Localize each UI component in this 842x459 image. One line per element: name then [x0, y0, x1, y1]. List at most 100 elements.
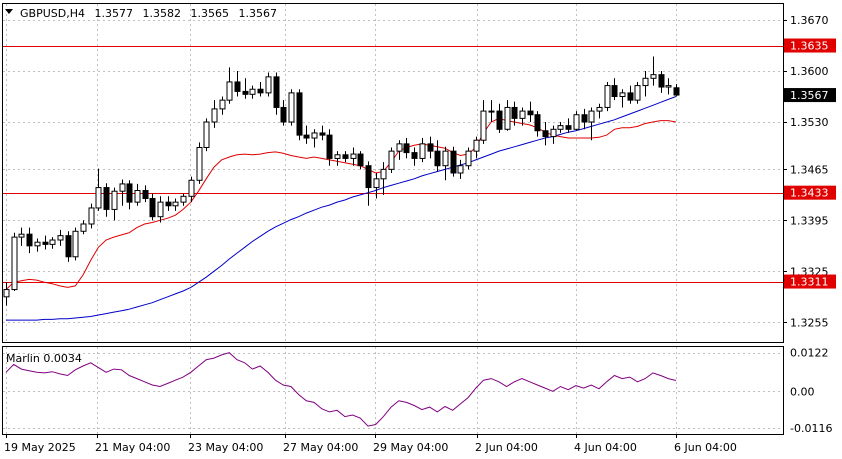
candle — [57, 229, 64, 246]
candle-body — [311, 132, 318, 139]
candle — [504, 100, 511, 131]
candle — [581, 108, 588, 130]
candle — [249, 85, 256, 99]
price-tick-label: 1.3395 — [790, 214, 829, 227]
candle — [588, 107, 595, 141]
candle — [188, 176, 195, 203]
candle — [596, 103, 603, 119]
candle-body — [488, 110, 495, 113]
current-tag-bg — [784, 88, 836, 103]
candle-body — [303, 134, 310, 139]
candle-body — [442, 150, 449, 167]
candle-body — [172, 201, 179, 207]
candle — [26, 227, 33, 254]
candle — [542, 122, 549, 146]
close-value: 1.3567 — [238, 7, 277, 20]
candle-body — [581, 114, 588, 123]
candle-body — [427, 143, 434, 152]
candle-body — [219, 99, 226, 110]
candle — [34, 238, 41, 252]
candle — [519, 107, 526, 126]
candle — [604, 81, 611, 112]
indicator-label: Marlin 0.0034 — [6, 352, 82, 365]
candle-body — [457, 165, 464, 174]
candle-body — [57, 235, 64, 241]
candle-body — [288, 92, 295, 123]
time-tick-label: 27 May 04:00 — [283, 441, 358, 454]
time-tick-label: 23 May 04:00 — [188, 441, 263, 454]
marlin-oscillator — [5, 352, 677, 427]
candle — [334, 151, 341, 166]
candle — [573, 111, 580, 131]
candle-body — [65, 235, 72, 258]
candle — [388, 147, 395, 173]
level-tag-label: 1.3433 — [790, 187, 829, 200]
candle — [488, 100, 495, 123]
level-price-tag: 1.3433 — [784, 185, 836, 200]
candle-body — [396, 143, 403, 152]
candle-body — [80, 223, 87, 232]
main-plot-frame — [2, 3, 784, 343]
candle-body — [480, 110, 487, 141]
candle — [296, 89, 303, 141]
candle-body — [673, 87, 680, 96]
candle — [288, 89, 295, 126]
candle-body — [519, 110, 526, 119]
candle-body — [642, 77, 649, 87]
candle-body — [95, 187, 102, 209]
candle — [203, 118, 210, 152]
collapse-triangle-icon[interactable] — [5, 9, 13, 14]
horizontal-levels[interactable] — [3, 46, 783, 283]
candle — [619, 89, 626, 108]
candle-body — [496, 110, 503, 130]
candle-body — [611, 85, 618, 98]
candle-body — [596, 106, 603, 112]
candle-body — [373, 178, 380, 189]
candle — [442, 146, 449, 181]
candle — [350, 147, 357, 166]
candle — [365, 161, 372, 206]
level-tag-bg — [784, 38, 836, 53]
candle-body — [350, 153, 357, 159]
candle — [126, 180, 133, 210]
candle — [419, 138, 426, 163]
candle-body — [557, 125, 564, 130]
candle — [611, 78, 618, 101]
candle — [380, 162, 387, 195]
candle-body — [380, 168, 387, 180]
candle — [196, 142, 203, 184]
candle — [326, 129, 333, 166]
candle-body — [203, 121, 210, 149]
candle-body — [180, 195, 187, 203]
candle-body — [296, 92, 303, 136]
candle-body — [465, 150, 472, 167]
candle — [111, 187, 118, 221]
level-price-tag: 1.3635 — [784, 38, 836, 53]
candle — [142, 185, 149, 203]
candle-body — [165, 201, 172, 207]
candle-body — [334, 154, 341, 159]
candle — [311, 129, 318, 148]
candle — [3, 282, 10, 306]
low-value: 1.3565 — [190, 7, 229, 20]
candle-body — [88, 207, 95, 225]
candle-body — [280, 106, 287, 123]
candle-body — [504, 106, 511, 130]
candle — [119, 179, 126, 206]
marlin-line — [5, 352, 677, 427]
candle-body — [265, 76, 272, 94]
time-tick-label: 19 May 2025 — [4, 441, 76, 454]
candle-body — [49, 239, 56, 245]
candle-body — [157, 201, 164, 218]
candle — [242, 78, 249, 99]
candle — [534, 111, 541, 137]
candle — [411, 147, 418, 166]
level-price-tag: 1.3311 — [784, 274, 836, 289]
price-tick-label: 1.3255 — [790, 316, 829, 329]
candle — [11, 232, 18, 292]
candle-body — [42, 241, 49, 245]
candle-body — [134, 189, 141, 203]
candle — [427, 136, 434, 159]
candle-body — [3, 289, 10, 298]
